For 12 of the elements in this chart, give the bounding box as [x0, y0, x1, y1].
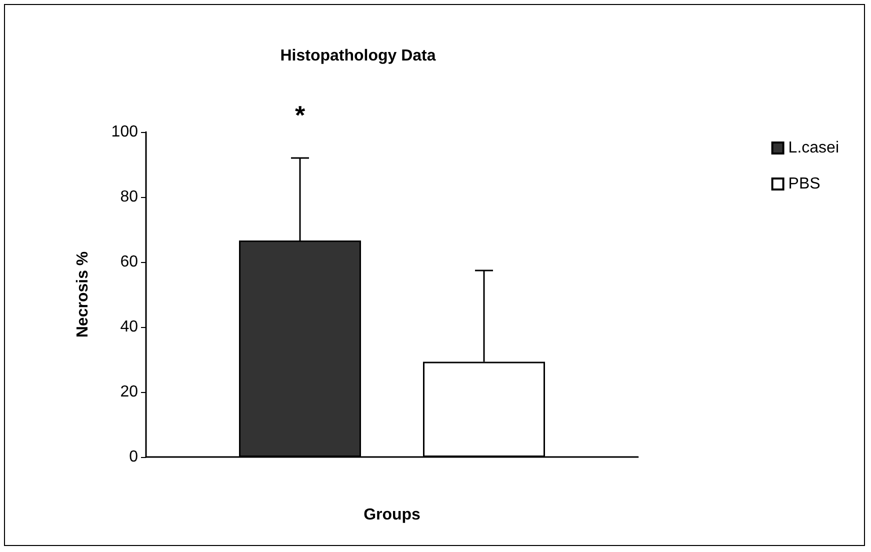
y-axis-title: Necrosis % [74, 251, 92, 338]
chart-title: Histopathology Data [280, 48, 436, 64]
legend-label: PBS [788, 176, 820, 192]
y-tick-label: 40 [120, 318, 138, 336]
y-tick-label: 0 [129, 448, 138, 466]
y-tick-label: 60 [120, 254, 138, 270]
text: * [294, 100, 306, 130]
y-tick-label: 100 [111, 124, 138, 140]
y-tick-label: 20 [120, 384, 138, 400]
x-axis-title: Groups [364, 506, 421, 524]
y-tick-label: 80 [120, 188, 138, 206]
legend-label: L.casei [788, 140, 840, 156]
